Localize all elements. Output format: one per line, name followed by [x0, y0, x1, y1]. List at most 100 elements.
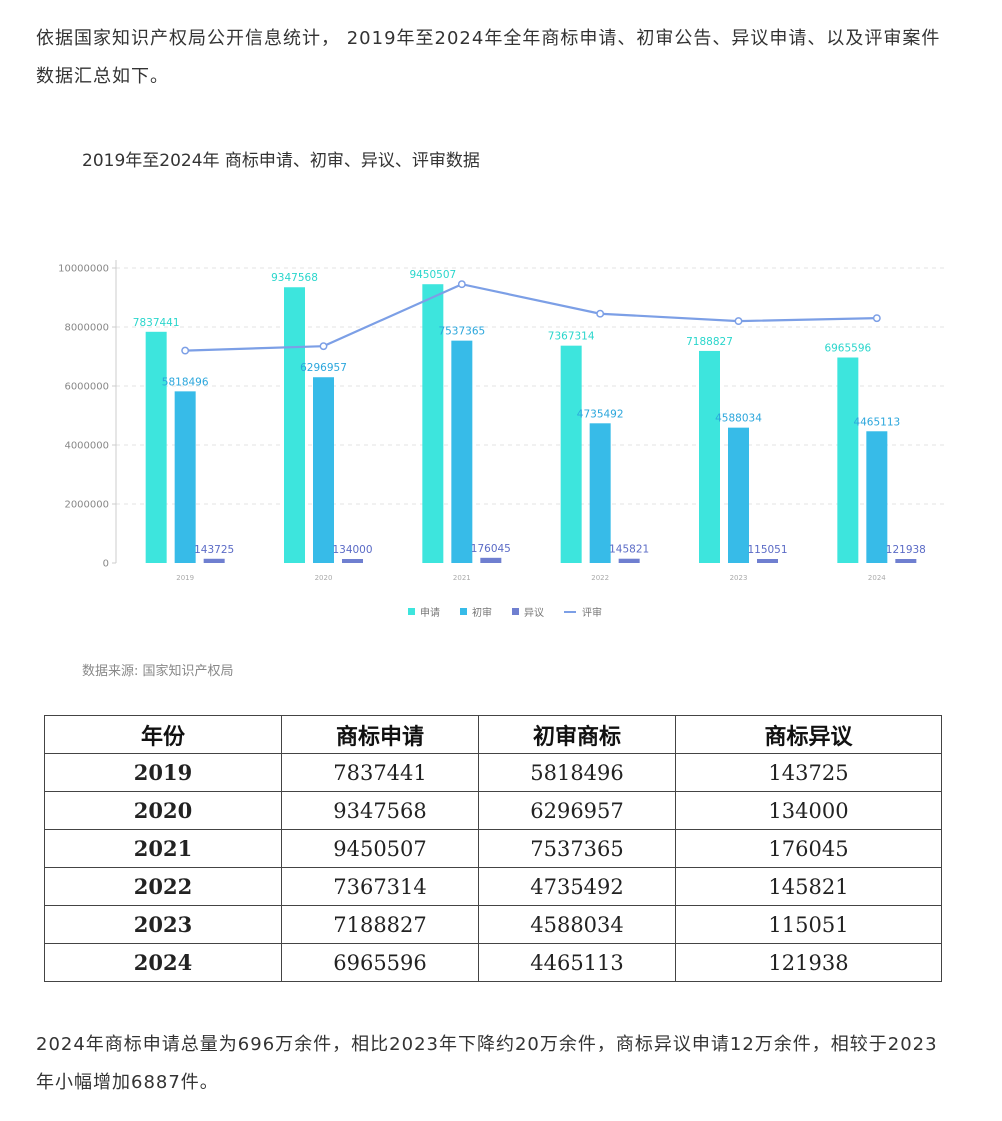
legend-swatch-初审: [460, 608, 467, 615]
table-row: 2024 6965596 4465113 121938: [44, 943, 942, 982]
line-point: [872, 314, 881, 323]
bar-初审-2024: [866, 431, 888, 563]
cell-applications: 9347568: [281, 791, 479, 830]
legend-label-初审: 初审: [472, 606, 492, 619]
data-table: 年份 商标申请 初审商标 商标异议 2019 7837441 5818496 1…: [44, 715, 942, 982]
line-评审: [185, 283, 877, 352]
data-label: 115051: [747, 544, 787, 556]
data-label: 6965596: [824, 343, 871, 355]
cell-year: 2024: [44, 943, 282, 982]
bar-初审-2019: [174, 391, 196, 563]
data-label: 6296957: [300, 362, 347, 374]
data-label: 5818496: [162, 376, 209, 388]
y-tick-label: 8000000: [64, 323, 109, 334]
line-point: [596, 309, 605, 318]
x-tick-label: 2023: [730, 574, 748, 582]
cell-preliminary: 7537365: [478, 829, 676, 868]
x-tick-label: 2022: [591, 574, 609, 582]
y-tick-label: 4000000: [64, 441, 109, 452]
cell-year: 2021: [44, 829, 282, 868]
legend-label-评审: 评审: [582, 606, 602, 619]
y-tick-label: 2000000: [64, 500, 109, 511]
line-point: [457, 280, 466, 289]
cell-oppositions: 121938: [675, 943, 942, 982]
cell-year: 2019: [44, 753, 282, 792]
bar-申请-2020: [284, 287, 305, 563]
legend-label-异议: 异议: [524, 607, 544, 619]
bar-申请-2019: [145, 331, 167, 563]
data-label: 121938: [886, 544, 926, 556]
data-label: 143725: [194, 544, 234, 556]
data-label: 7367314: [548, 331, 595, 343]
y-tick-label: 10000000: [58, 264, 109, 275]
x-tick-label: 2019: [176, 574, 194, 582]
line-point: [319, 342, 328, 351]
bar-异议-2022: [618, 558, 640, 563]
cell-year: 2020: [44, 791, 282, 830]
cell-preliminary: 4735492: [478, 867, 676, 906]
legend-label-申请: 申请: [420, 606, 440, 619]
line-point: [734, 317, 743, 326]
legend-swatch-申请: [408, 608, 415, 615]
bar-申请-2024: [837, 357, 859, 563]
bar-异议-2023: [757, 559, 778, 563]
data-label: 145821: [609, 544, 649, 556]
x-tick-label: 2021: [453, 574, 471, 582]
y-tick-label: 6000000: [64, 382, 109, 393]
cell-applications: 7188827: [281, 905, 479, 944]
bar-异议-2024: [895, 559, 917, 563]
chart-source: 数据来源: 国家知识产权局: [82, 663, 234, 679]
data-label: 9347568: [271, 272, 318, 284]
cell-preliminary: 4465113: [478, 943, 676, 982]
data-label: 7537365: [438, 326, 485, 338]
data-label: 4588034: [715, 413, 762, 425]
table-row: 2020 9347568 6296957 134000: [44, 791, 942, 830]
cell-applications: 7837441: [281, 753, 479, 792]
table-header-row: 年份 商标申请 初审商标 商标异议: [44, 715, 942, 754]
line-point: [181, 346, 190, 355]
bar-异议-2019: [203, 558, 225, 563]
table-row: 2019 7837441 5818496 143725: [44, 753, 942, 792]
bar-初审-2020: [313, 377, 334, 563]
bar-申请-2023: [699, 350, 720, 563]
data-label: 134000: [332, 544, 372, 556]
cell-oppositions: 134000: [675, 791, 942, 830]
bar-申请-2022: [560, 345, 582, 563]
header-preliminary: 初审商标: [478, 715, 676, 754]
cell-oppositions: 143725: [675, 753, 942, 792]
x-tick-label: 2020: [315, 574, 333, 582]
bar-申请-2021: [422, 284, 444, 563]
cell-applications: 6965596: [281, 943, 479, 982]
cell-oppositions: 176045: [675, 829, 942, 868]
bar-异议-2021: [480, 557, 502, 563]
data-label: 4735492: [577, 408, 624, 420]
cell-oppositions: 145821: [675, 867, 942, 906]
data-label: 9450507: [409, 269, 456, 281]
cell-applications: 7367314: [281, 867, 479, 906]
cell-preliminary: 5818496: [478, 753, 676, 792]
cell-year: 2023: [44, 905, 282, 944]
bar-初审-2022: [589, 423, 611, 563]
cell-year: 2022: [44, 867, 282, 906]
bar-初审-2021: [451, 340, 473, 563]
cell-applications: 9450507: [281, 829, 479, 868]
data-label: 7837441: [133, 317, 180, 329]
cell-oppositions: 115051: [675, 905, 942, 944]
chart-title: 2019年至2024年 商标申请、初审、异议、评审数据: [82, 151, 480, 171]
chart-card: 2019年至2024年 商标申请、初审、异议、评审数据 0 2000000 4000…: [36, 128, 956, 708]
data-label: 7188827: [686, 336, 733, 348]
outro-paragraph: 2024年商标申请总量为696万余件，相比2023年下降约20万余件，商标异议申…: [36, 1034, 938, 1093]
table-row: 2021 9450507 7537365 176045: [44, 829, 942, 868]
data-label: 4465113: [853, 416, 900, 428]
x-tick-label: 2024: [868, 574, 886, 582]
header-year: 年份: [44, 715, 282, 754]
header-oppositions: 商标异议: [675, 715, 942, 754]
table-row: 2022 7367314 4735492 145821: [44, 867, 942, 906]
table-row: 2023 7188827 4588034 115051: [44, 905, 942, 944]
cell-preliminary: 6296957: [478, 791, 676, 830]
combo-chart: 2019年至2024年 商标申请、初审、异议、评审数据 0 2000000 4000…: [58, 151, 946, 679]
header-applications: 商标申请: [281, 715, 479, 754]
bar-初审-2023: [728, 427, 749, 563]
legend-swatch-异议: [512, 608, 519, 615]
cell-preliminary: 4588034: [478, 905, 676, 944]
